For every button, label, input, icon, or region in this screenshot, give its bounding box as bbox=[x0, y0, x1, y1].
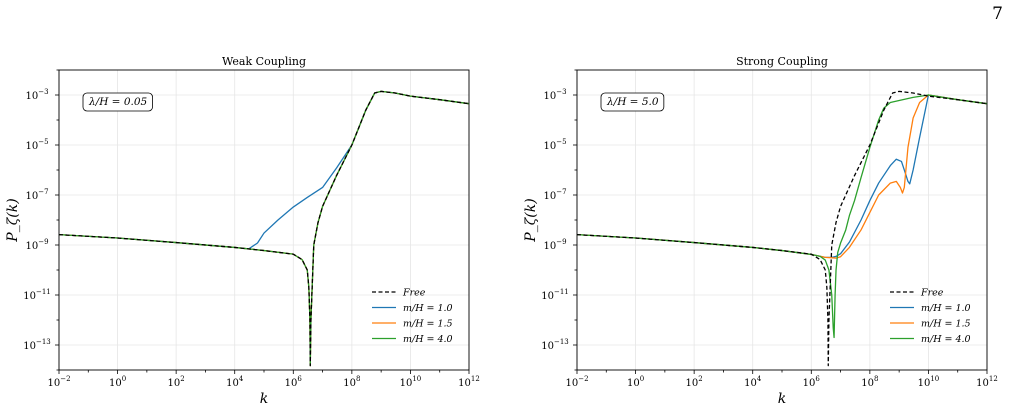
y-tick-label: 10−3 bbox=[543, 88, 566, 102]
x-tick-label: 104 bbox=[226, 375, 244, 389]
annotation-text: λ/H = 5.0 bbox=[606, 96, 659, 108]
x-tick-label: 108 bbox=[343, 375, 360, 389]
page-number: 7 bbox=[992, 4, 1003, 24]
legend: Free m/H = 1.0 m/H = 1.5 m/H = 4.0 bbox=[372, 288, 453, 345]
x-tick-label: 100 bbox=[109, 375, 126, 389]
annotation-text: λ/H = 0.05 bbox=[88, 96, 148, 108]
y-axis-label: P_ζ(k) bbox=[523, 198, 539, 242]
x-tick-label: 1012 bbox=[976, 375, 998, 389]
y-tick-label: 10−13 bbox=[541, 338, 569, 352]
series-line-free bbox=[577, 90, 987, 367]
x-tick-label: 102 bbox=[168, 375, 185, 389]
x-tick-label: 10−2 bbox=[47, 375, 70, 389]
series-group bbox=[59, 90, 469, 367]
x-tick-label: 106 bbox=[285, 375, 303, 389]
chart-title: Weak Coupling bbox=[222, 55, 306, 68]
series-line-free bbox=[59, 90, 469, 367]
coupling-annotation: λ/H = 5.0 bbox=[600, 92, 665, 112]
series-line-m-h-1-0 bbox=[59, 90, 469, 250]
y-tick-label: 10−7 bbox=[25, 188, 48, 202]
x-axis-label: k bbox=[778, 391, 786, 407]
legend-label: m/H = 1.5 bbox=[921, 319, 971, 330]
legend-label: m/H = 4.0 bbox=[921, 334, 971, 345]
y-tick-label: 10−11 bbox=[23, 288, 51, 302]
y-tick-label: 10−9 bbox=[543, 238, 566, 252]
y-tick-label: 10−5 bbox=[543, 138, 566, 152]
coupling-annotation: λ/H = 0.05 bbox=[82, 92, 153, 112]
x-tick-label: 102 bbox=[686, 375, 703, 389]
legend-label: m/H = 1.0 bbox=[403, 303, 453, 314]
y-tick-label: 10−7 bbox=[543, 188, 566, 202]
x-tick-label: 1010 bbox=[400, 375, 422, 389]
x-tick-label: 108 bbox=[861, 375, 878, 389]
legend-label: m/H = 1.5 bbox=[403, 319, 453, 330]
y-tick-label: 10−11 bbox=[541, 288, 569, 302]
legend: Free m/H = 1.0 m/H = 1.5 m/H = 4.0 bbox=[890, 288, 971, 345]
x-tick-label: 100 bbox=[627, 375, 644, 389]
series-line-m-h-4-0 bbox=[577, 94, 987, 339]
x-axis-label: k bbox=[260, 391, 268, 407]
chart-panel-2: 10−2 100 102 104 106 108 1010 1012 10−13 10−11 10−… bbox=[523, 55, 998, 407]
y-tick-label: 10−13 bbox=[23, 338, 51, 352]
series-group bbox=[577, 90, 987, 367]
x-tick-label: 106 bbox=[803, 375, 821, 389]
legend-label: m/H = 1.0 bbox=[921, 303, 971, 314]
chart-panel-1: 10−2 100 102 104 106 108 1010 1012 10−13 10−11 10−… bbox=[5, 55, 480, 407]
legend-label: Free bbox=[402, 288, 426, 299]
y-axis-label: P_ζ(k) bbox=[5, 198, 21, 242]
series-line-m-h-1-5 bbox=[577, 94, 987, 259]
chart-title: Strong Coupling bbox=[736, 55, 828, 68]
x-tick-label: 104 bbox=[744, 375, 762, 389]
annotation-box bbox=[82, 92, 153, 112]
x-tick-label: 1012 bbox=[458, 375, 480, 389]
x-tick-label: 1010 bbox=[918, 375, 940, 389]
x-tick-label: 10−2 bbox=[565, 375, 588, 389]
legend-label: Free bbox=[920, 288, 944, 299]
series-line-m-h-1-0 bbox=[577, 94, 987, 259]
legend-label: m/H = 4.0 bbox=[403, 334, 453, 345]
y-tick-label: 10−9 bbox=[25, 238, 48, 252]
annotation-box bbox=[600, 92, 665, 112]
y-tick-label: 10−3 bbox=[25, 88, 48, 102]
y-tick-label: 10−5 bbox=[25, 138, 48, 152]
